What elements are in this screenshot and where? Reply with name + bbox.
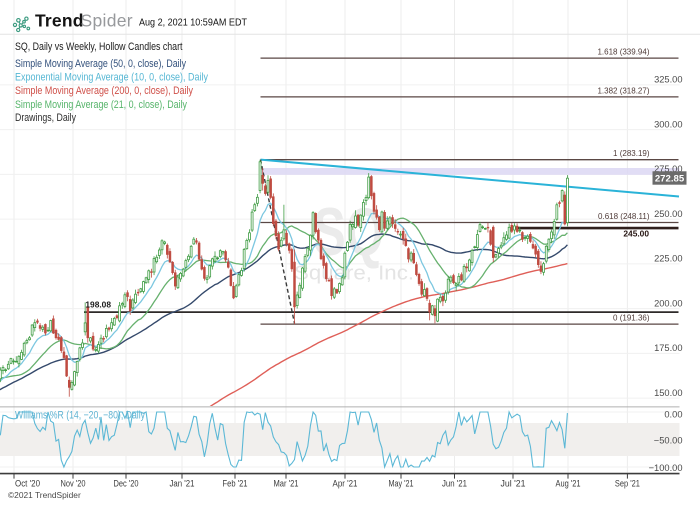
svg-text:Nov '20: Nov '20 [61,478,86,489]
svg-text:250.00: 250.00 [654,209,682,219]
svg-text:May '21: May '21 [389,478,414,489]
svg-text:272.85: 272.85 [655,173,685,184]
svg-text:Dec '20: Dec '20 [114,478,139,489]
svg-text:1 (283.19): 1 (283.19) [613,149,650,158]
svg-text:0.00: 0.00 [664,410,682,420]
svg-text:Feb '21: Feb '21 [223,478,248,489]
svg-text:Apr '21: Apr '21 [333,478,358,489]
svg-text:Sep '21: Sep '21 [615,478,640,489]
svg-text:Trend: Trend [35,11,84,31]
svg-text:175.00: 175.00 [654,343,682,353]
svg-text:Simple Moving Average (21, 0,: Simple Moving Average (21, 0, close), Da… [15,99,188,111]
svg-text:Jan '21: Jan '21 [170,478,195,489]
svg-text:275.00: 275.00 [654,164,682,174]
svg-text:−50.00: −50.00 [654,436,683,446]
svg-text:Jul '21: Jul '21 [501,478,526,489]
svg-text:150.00: 150.00 [654,388,682,398]
svg-text:Simple Moving Average (200, 0,: Simple Moving Average (200, 0, close), D… [15,85,194,97]
svg-text:©2021 TrendSpider: ©2021 TrendSpider [8,490,81,500]
svg-text:1.382 (318.27): 1.382 (318.27) [597,86,649,95]
svg-text:Oct '20: Oct '20 [15,478,40,489]
svg-text:0 (191.36): 0 (191.36) [613,314,650,323]
svg-text:Jun '21: Jun '21 [442,478,467,489]
svg-text:−100.00: −100.00 [649,463,683,473]
svg-text:Williams %R (14, −20, −80), Da: Williams %R (14, −20, −80), Daily [15,410,145,422]
svg-text:Spider: Spider [81,11,133,31]
svg-text:300.00: 300.00 [654,119,682,129]
svg-text:200.00: 200.00 [654,298,682,308]
svg-text:1.618 (339.94): 1.618 (339.94) [597,48,649,57]
svg-text:325.00: 325.00 [654,75,682,85]
svg-text:225.00: 225.00 [654,254,682,264]
svg-text:SQ, Daily vs Weekly, Hollow Ca: SQ, Daily vs Weekly, Hollow Candles char… [15,41,183,53]
svg-text:Drawings, Daily: Drawings, Daily [15,112,77,124]
svg-text:Square, Inc.: Square, Inc. [294,262,414,284]
svg-text:Exponential Moving Average (10: Exponential Moving Average (10, 0, close… [15,72,209,84]
svg-text:198.08: 198.08 [85,300,111,310]
svg-text:Simple Moving Average (50, 0,: Simple Moving Average (50, 0, close), Da… [15,58,187,70]
svg-text:Mar '21: Mar '21 [274,478,299,489]
svg-text:Aug '21: Aug '21 [556,478,581,489]
svg-text:245.00: 245.00 [623,228,649,238]
svg-text:Aug 2, 2021 10:59AM EDT: Aug 2, 2021 10:59AM EDT [139,18,248,29]
svg-text:0.618 (248.11): 0.618 (248.11) [598,212,650,221]
